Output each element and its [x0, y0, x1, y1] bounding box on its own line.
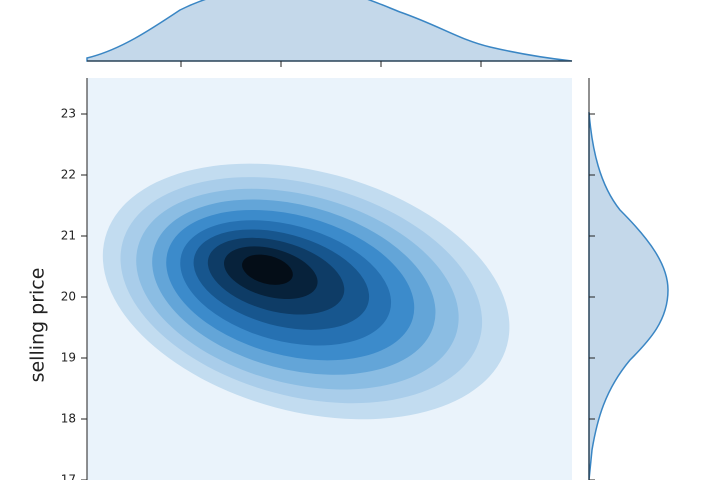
top-marginal-density: [86, 0, 573, 62]
y-tick-label: 21: [61, 229, 76, 243]
kde-contours: [102, 163, 510, 420]
y-tick-label: 19: [61, 351, 76, 365]
y-tick-label: 20: [61, 290, 76, 304]
y-tick-label: 22: [61, 168, 76, 182]
top-ticks: [180, 61, 482, 67]
y-tick-label: 17: [61, 473, 76, 480]
y-axis-label: selling price: [27, 268, 49, 383]
right-marginal-density: [588, 111, 669, 480]
y-tick-label: 18: [61, 412, 76, 426]
y-tick-label: 23: [61, 107, 76, 121]
